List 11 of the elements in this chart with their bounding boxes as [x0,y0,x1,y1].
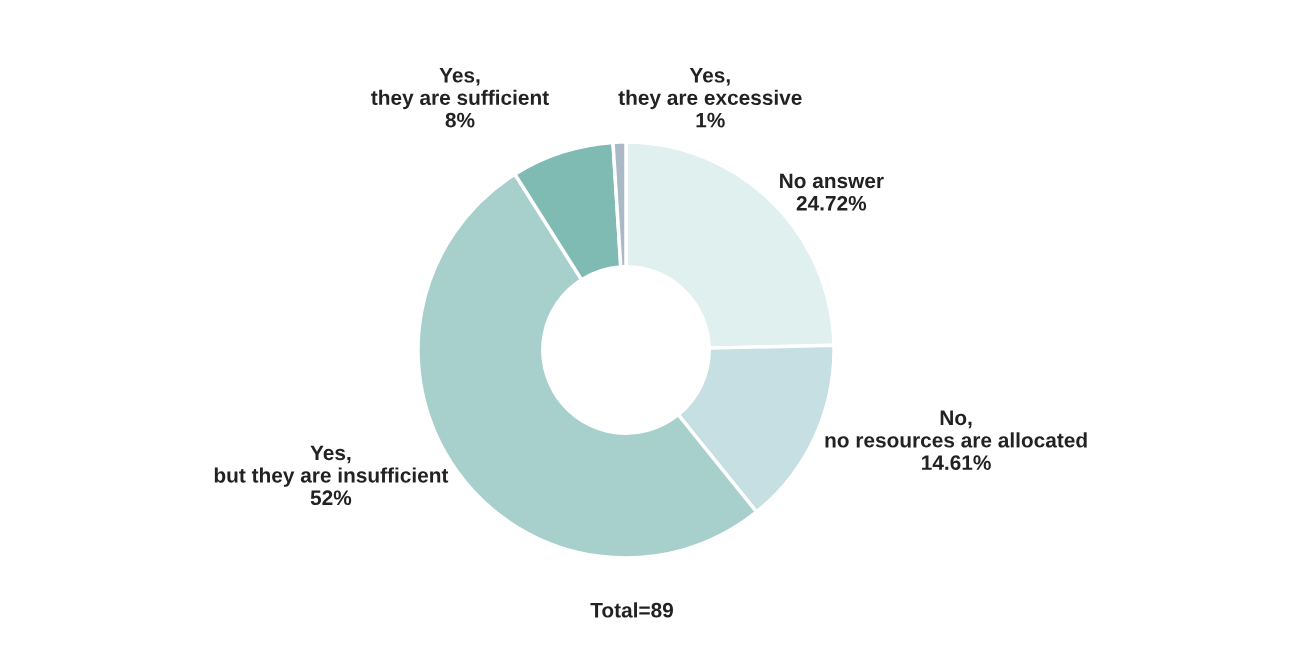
slice-label: Yes, but they are insufficient [214,445,449,487]
data-label: 52% [310,490,352,506]
text: Total=89 [590,602,674,618]
data-label: 8% [445,112,475,128]
slice-label: No, no resources are allocated [825,410,1087,448]
data-label: 14.61% [922,455,991,471]
slice-label: No answer [780,173,884,189]
slice-label: Yes, they are excessive [618,68,802,110]
data-label: 24.72% [796,195,867,211]
data-label: 1% [696,112,725,128]
slice-label: Yes, they are sufficient [371,68,549,110]
